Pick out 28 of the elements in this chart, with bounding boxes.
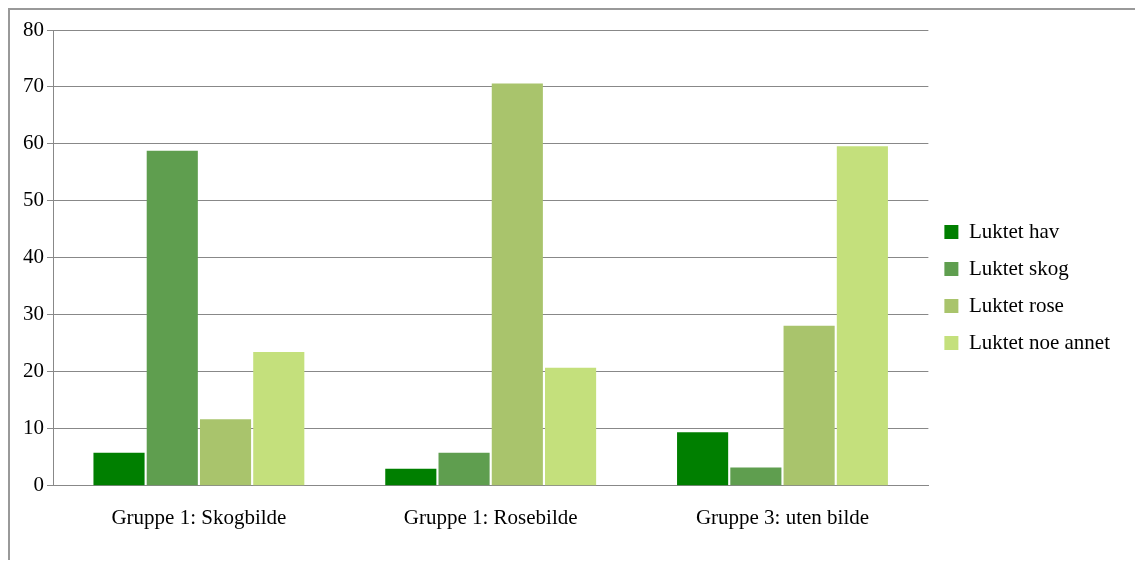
legend-label: Luktet skog: [968, 255, 1070, 280]
legend-label: Luktet hav: [968, 218, 1060, 243]
bar: [836, 146, 888, 486]
y-tick-label: 60: [23, 130, 44, 155]
bar: [385, 468, 437, 486]
y-tick-label: 20: [23, 358, 44, 383]
bar: [93, 452, 145, 486]
y-tick-label: 50: [23, 187, 44, 212]
y-tick-label: 0: [33, 472, 44, 497]
bar: [438, 452, 490, 486]
x-tick-label: Gruppe 1: Skogbilde: [111, 504, 287, 529]
bar: [146, 150, 198, 486]
legend-label: Luktet noe annet: [968, 329, 1111, 354]
bar: [677, 432, 729, 486]
y-tick-label: 30: [23, 301, 44, 326]
y-tick-label: 10: [23, 415, 44, 440]
bar: [253, 351, 305, 486]
legend-label: Luktet rose: [968, 292, 1064, 317]
y-tick-label: 70: [23, 73, 44, 98]
bar: [783, 325, 835, 486]
bar: [491, 83, 543, 486]
bar: [545, 367, 597, 486]
y-tick-label: 80: [23, 16, 44, 41]
x-tick-label: Gruppe 3: uten bilde: [695, 504, 870, 529]
bar: [730, 467, 782, 486]
x-tick-label: Gruppe 1: Rosebilde: [403, 504, 578, 529]
y-tick-label: 40: [23, 244, 44, 269]
bar: [199, 419, 252, 486]
